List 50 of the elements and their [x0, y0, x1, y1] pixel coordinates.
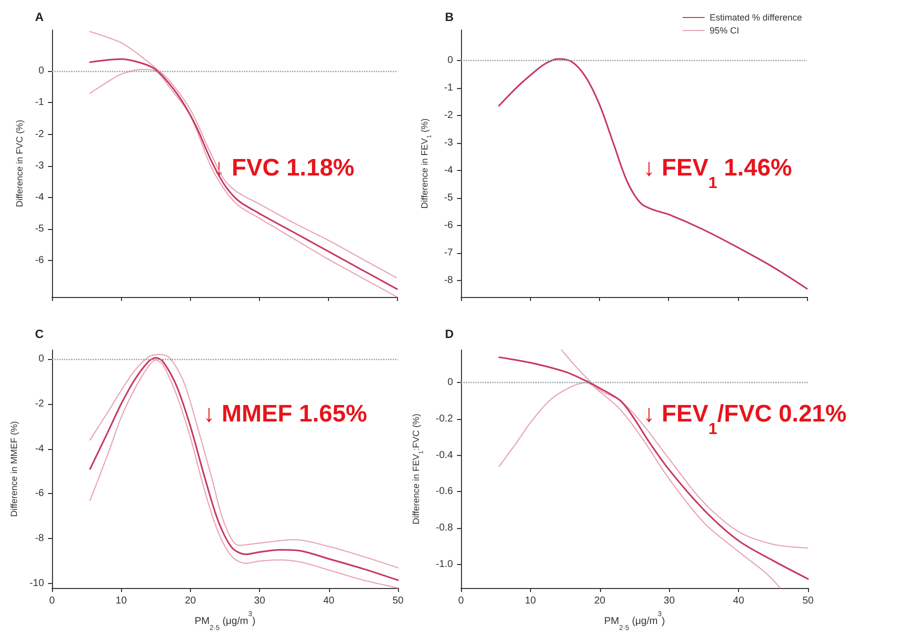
line-series — [498, 58, 808, 290]
chart-title: C — [35, 327, 44, 341]
y-tick-label: -0.2 — [436, 414, 454, 425]
y-tick-label: -8 — [444, 274, 454, 286]
y-axis-title: Difference in FVC (%) — [14, 120, 25, 208]
y-tick-label: -5 — [35, 224, 44, 235]
x-tick-label: 10 — [116, 596, 128, 606]
y-tick-label: -0.4 — [436, 450, 454, 461]
y-tick-label: -0.8 — [436, 522, 454, 534]
y-tick-label: -3 — [444, 137, 454, 148]
y-tick-label: -1 — [444, 82, 454, 94]
x-tick-label: 30 — [664, 596, 676, 606]
annotation: ↓ MMEF 1.65% — [203, 400, 368, 428]
y-tick-label: -2 — [35, 398, 44, 410]
y-tick-label: -6 — [444, 220, 454, 231]
x-tick-label: 0 — [49, 596, 56, 606]
y-tick-label: -1 — [35, 97, 44, 108]
y-tick-label: -8 — [35, 533, 44, 544]
legend-label: Estimated % difference — [710, 12, 802, 22]
x-tick-label: 20 — [594, 596, 606, 606]
chart-title: A — [35, 10, 44, 24]
y-tick-label: -0.6 — [436, 486, 454, 498]
y-tick-label: 0 — [447, 377, 454, 388]
chart-title: B — [445, 10, 454, 24]
y-tick-label: -6 — [35, 488, 44, 500]
y-tick-label: 0 — [38, 66, 44, 77]
y-tick-label: -2 — [444, 110, 454, 121]
x-tick-label: 30 — [254, 596, 266, 606]
y-tick-label: 0 — [38, 353, 44, 364]
y-tick-label: -3 — [35, 160, 44, 172]
y-tick-label: -1.0 — [436, 558, 454, 570]
x-tick-label: 20 — [184, 596, 196, 606]
chart-title: D — [445, 327, 454, 341]
y-tick-label: -4 — [35, 192, 44, 203]
x-tick-label: 40 — [323, 596, 335, 606]
x-tick-label: 40 — [733, 596, 745, 606]
y-tick-label: -5 — [444, 192, 454, 204]
y-tick-label: -6 — [35, 255, 44, 266]
y-tick-label: -4 — [35, 443, 44, 454]
x-tick-label: 10 — [524, 596, 536, 606]
x-tick-label: 50 — [392, 596, 404, 606]
y-tick-label: -7 — [444, 247, 454, 258]
x-tick-label: 0 — [458, 596, 464, 606]
y-tick-label: -4 — [444, 164, 454, 176]
x-tick-label: 50 — [802, 596, 814, 606]
y-tick-label: -2 — [35, 128, 44, 140]
y-axis-title: Difference in MMEF (%) — [9, 421, 20, 517]
y-tick-label: 0 — [447, 54, 454, 66]
legend-label: 95% CI — [710, 26, 740, 36]
y-tick-label: -10 — [30, 578, 44, 590]
